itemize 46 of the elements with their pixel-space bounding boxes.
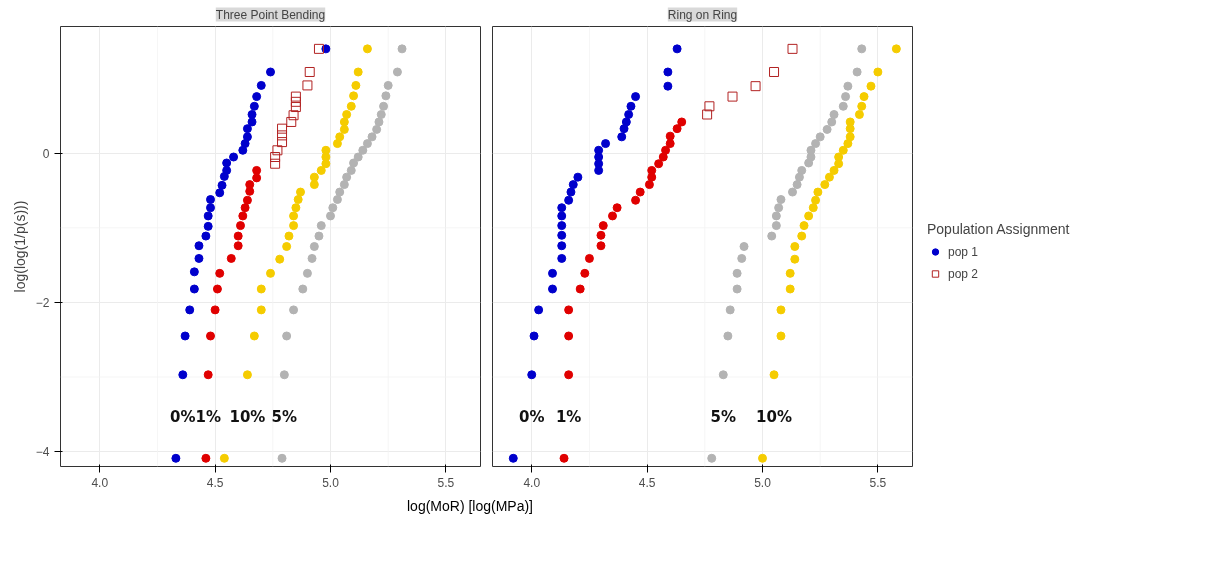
point — [290, 91, 301, 102]
y-tick-label: −4 — [35, 445, 50, 460]
point — [702, 109, 713, 120]
annotation: 1% — [555, 407, 582, 426]
point — [750, 81, 761, 92]
point — [277, 123, 288, 134]
point — [290, 96, 301, 107]
annotation: 0% — [519, 407, 545, 426]
y-axis-title: log(log(1/p(s))) — [11, 200, 28, 293]
annotation: 5% — [271, 407, 298, 426]
point — [272, 145, 283, 156]
legend-label: pop 2 — [948, 266, 980, 280]
point — [704, 101, 715, 112]
x-tick-label: 5.0 — [322, 475, 340, 490]
annotation: 1% — [195, 407, 221, 426]
point — [769, 66, 780, 77]
x-tick-label: 4.0 — [523, 475, 541, 490]
y-tick-label: −2 — [35, 295, 50, 310]
point — [277, 130, 288, 141]
chart-title: Three Point Bending — [215, 7, 326, 22]
point — [727, 91, 738, 102]
annotation: 0% — [170, 407, 196, 426]
x-axis-title: log(MoR) [log(MPa)] — [406, 497, 534, 516]
point — [304, 66, 315, 77]
annotation: 10% — [229, 407, 266, 426]
point — [286, 116, 297, 127]
annotation: 5% — [710, 407, 736, 426]
point — [277, 137, 288, 148]
annotation: 10% — [756, 407, 792, 426]
point — [302, 80, 313, 91]
y-tick-label: 0 — [42, 146, 50, 161]
x-tick-label: 5.5 — [869, 475, 887, 490]
x-tick-label: 5.0 — [754, 475, 772, 490]
x-tick-label: 4.0 — [91, 475, 109, 490]
x-tick-label: 5.5 — [437, 475, 455, 490]
point — [270, 158, 281, 169]
x-tick-label: 4.5 — [638, 475, 656, 490]
legend-title: Population Assignment — [927, 220, 1070, 236]
point — [270, 152, 281, 163]
point — [290, 102, 301, 113]
point — [288, 110, 299, 121]
point — [313, 43, 324, 54]
x-tick-label: 4.5 — [206, 475, 224, 490]
point — [787, 43, 798, 54]
chart-title: Ring on Ring — [667, 7, 738, 22]
legend-label: pop 1 — [948, 244, 980, 258]
